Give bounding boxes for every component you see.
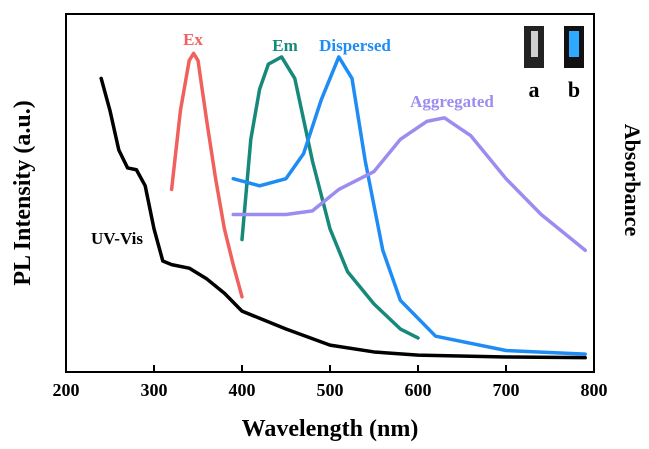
vial-a [531, 31, 538, 57]
y-axis-label: PL Intensity (a.u.) [10, 100, 36, 285]
x-tick-label: 500 [317, 380, 344, 400]
x-tick-label: 600 [405, 380, 432, 400]
annotation: a [529, 77, 540, 102]
x-tick-label: 300 [141, 380, 168, 400]
x-tick-label: 700 [493, 380, 520, 400]
series-line [99, 76, 587, 360]
series-label: UV-Vis [91, 229, 143, 248]
x-tick-label: 800 [581, 380, 608, 400]
x-tick-label: 200 [53, 380, 80, 400]
annotation: b [568, 77, 580, 102]
series-label: Em [272, 36, 298, 55]
series-line [231, 116, 587, 253]
series-line [231, 55, 587, 356]
series-line [169, 51, 244, 299]
x-tick-label: 400 [229, 380, 256, 400]
y2-axis-label: Absorbance [620, 124, 645, 237]
series-label: Dispersed [319, 36, 391, 55]
vial-b [569, 31, 579, 57]
series-line [240, 55, 420, 340]
series-label: Aggregated [410, 92, 494, 111]
series-label: Ex [183, 30, 203, 49]
x-axis-label: Wavelength (nm) [242, 416, 419, 442]
